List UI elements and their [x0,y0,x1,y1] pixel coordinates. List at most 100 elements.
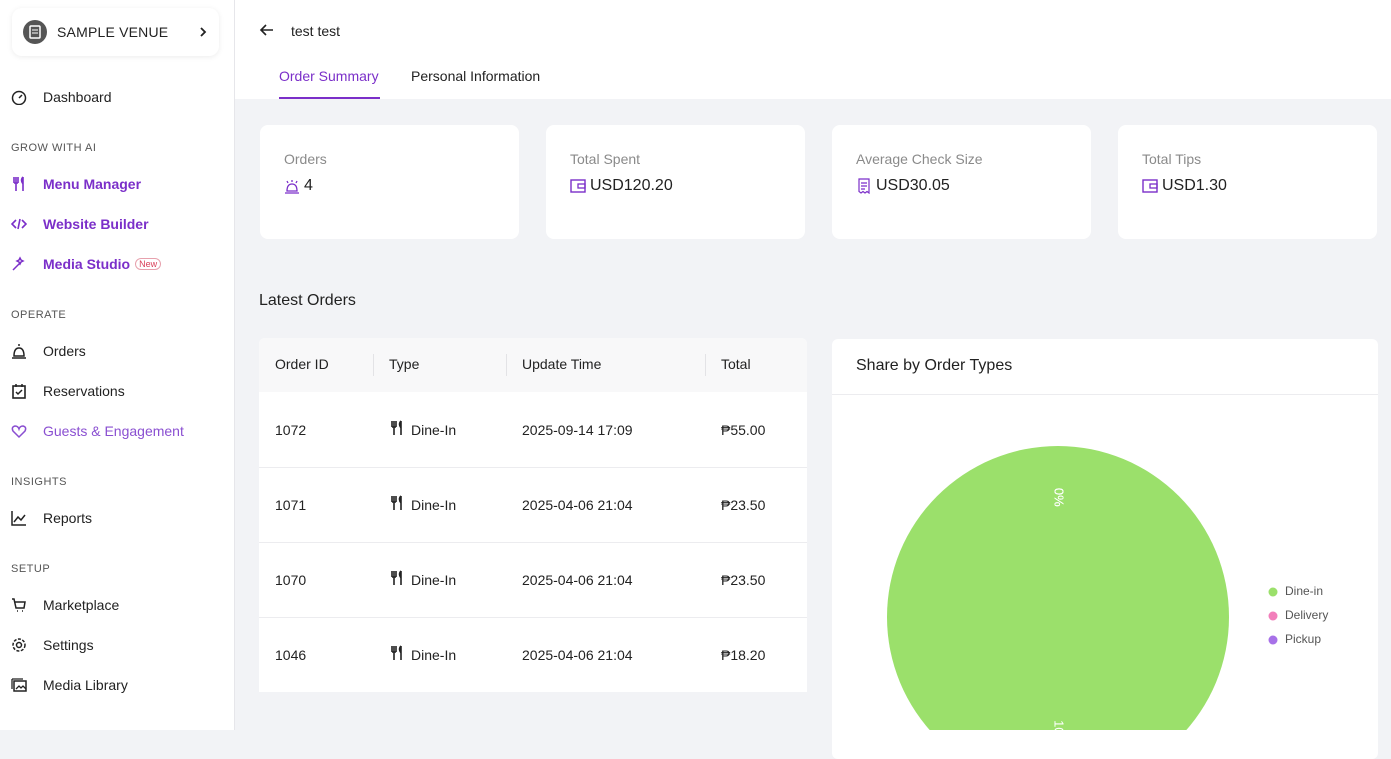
sidebar: SAMPLE VENUE Dashboard GROW WITH AI Menu M… [0,0,235,730]
table-cell: 2025-04-06 21:04 [522,647,633,663]
stat-icon [570,179,586,193]
table-cell: Dine-In [411,647,457,663]
legend-swatch [1268,587,1278,597]
chevron [200,27,207,37]
stat-icon [858,178,870,194]
type-icon [391,570,402,585]
table-cell: ₱23.50 [721,497,766,513]
table-cell: Dine-In [411,572,457,588]
nav-item[interactable]: Settings [43,637,94,653]
back-button[interactable] [259,22,275,38]
table-cell: 2025-09-14 17:09 [522,422,633,438]
data-label: 100% [1052,720,1067,730]
type-icon [391,645,402,660]
legend-label: Delivery [1285,608,1328,622]
top-bar: test test Order Summary Personal Informa… [235,0,1391,99]
section-heading: OPERATE [11,309,67,321]
nav-item[interactable]: Media Library [43,677,128,693]
nav-icon [12,344,26,359]
nav-item[interactable]: Orders [43,343,86,359]
stat-icon [285,180,299,194]
data-label: 0% [1052,488,1067,507]
row-divider [259,617,807,618]
stat-label: Total Tips [1142,151,1202,167]
table-cell: 1070 [275,572,307,588]
nav-item[interactable]: Website Builder [43,216,149,232]
divider [832,394,1378,395]
table-cell: 1071 [275,497,307,513]
nav-icon [11,678,27,692]
stat-card: Total Spent USD120.20 [546,125,805,239]
stat-label: Total Spent [570,151,641,167]
legend-label: Dine-in [1285,584,1323,598]
stat-card: Average Check Size USD30.05 [832,125,1091,239]
table-cell: ₱18.20 [721,647,766,663]
table-cell: Dine-In [411,422,457,438]
badge: New [135,258,162,270]
column-header: Order ID [275,356,329,372]
stat-card: Total Tips USD1.30 [1118,125,1377,239]
chart-title: Share by Order Types [856,357,1013,374]
table-cell: ₱23.50 [721,572,766,588]
section-title: Latest Orders [259,292,356,309]
row-divider [259,467,807,468]
column-header: Type [389,356,420,372]
table-header [259,338,807,392]
nav-item[interactable]: Guests & Engagement [43,423,184,439]
nav-item[interactable]: Media Studio New [43,256,162,272]
pie-slice [887,446,1229,730]
legend-label: Pickup [1285,632,1321,646]
table-cell: 1046 [275,647,307,663]
section-heading: GROW WITH AI [11,142,97,154]
nav-item[interactable]: Reservations [43,383,125,399]
nav-icon [11,90,27,105]
venue-icon [23,20,47,44]
column-header: Total [721,356,751,372]
section-heading: INSIGHTS [11,476,67,488]
stat-label: Orders [284,151,327,167]
page-title: test test [291,23,341,39]
nav-icon [12,256,25,271]
table-cell: Dine-In [411,497,457,513]
column-separator [373,354,374,376]
nav-icon [12,384,26,399]
stat-label: Average Check Size [856,151,983,167]
stat-value: USD1.30 [1162,177,1227,194]
nav-icon [12,598,26,612]
table-cell: 1072 [275,422,307,438]
nav-item[interactable]: Menu Manager [43,176,142,192]
nav-item[interactable]: Reports [43,510,93,526]
stat-icon [1142,179,1158,193]
section-heading: SETUP [11,563,51,575]
stat-value: 4 [304,177,313,194]
stat-card: Orders 4 [260,125,519,239]
tab[interactable]: Personal Information [411,68,541,84]
row-divider [259,542,807,543]
table-cell: ₱55.00 [721,422,766,438]
tab[interactable]: Order Summary [279,68,379,84]
tab-indicator [279,97,380,99]
column-header: Update Time [522,356,602,372]
legend-swatch [1268,611,1278,621]
column-separator [506,354,507,376]
nav-item[interactable]: Marketplace [43,597,120,613]
nav-icon [11,218,27,230]
nav-icon [12,638,26,652]
orders-table: Order ID Type Update Time Total 1072 Dine-In 2… [259,338,807,692]
stat-value: USD120.20 [590,177,673,194]
data-label: 0% [1052,488,1067,507]
type-icon [391,495,402,510]
nav-icon [11,511,26,526]
type-icon [391,420,402,435]
nav-icon [11,425,27,439]
nav-item[interactable]: Dashboard [43,89,112,105]
legend-swatch [1268,635,1278,645]
nav-icon [13,176,24,191]
table-cell: 2025-04-06 21:04 [522,572,633,588]
table-cell: 2025-04-06 21:04 [522,497,633,513]
column-separator [705,354,706,376]
venue-switcher[interactable]: SAMPLE VENUE [12,8,219,56]
